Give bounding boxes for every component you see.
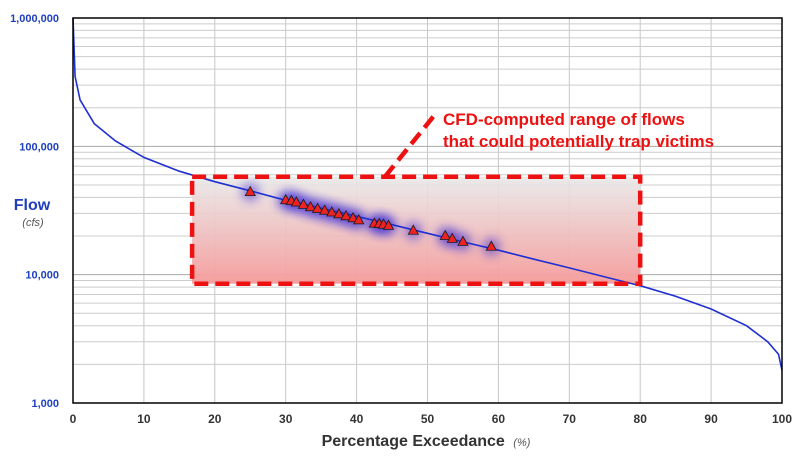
x-tick-label: 30 [279,412,293,426]
triangle-marker [485,240,497,251]
plot-border [72,17,783,404]
triangle-marker [319,204,331,215]
triangle-marker [304,200,317,212]
triangle-marker [382,219,395,230]
x-tick-label: 50 [421,412,435,426]
x-axis-label: Percentage Exceedance [322,433,505,450]
flow-duration-curve [72,17,783,371]
x-tick-label: 100 [772,412,792,426]
x-tick-label: 60 [492,412,506,426]
triangle-marker [407,224,419,235]
y-tick-labels: 1,000 10,000 100,000 1,000,000 [10,13,59,410]
y-tick-label: 1,000,000 [10,13,59,25]
triangle-marker [311,202,324,213]
x-axis-title: Percentage Exceedance (%) [322,433,531,450]
y-axis-unit: (cfs) [22,217,44,229]
annotation-callout-line [383,110,439,179]
triangle-marker [446,232,458,243]
annotation-line-2: that could potentially trap victims [443,132,714,151]
y-tick-label: 10,000 [25,270,59,282]
triangle-marker [290,196,303,207]
triangle-marker [439,229,451,240]
triangle-marker [457,235,469,246]
y-tick-label: 1,000 [31,398,59,410]
x-tick-label: 20 [208,412,222,426]
triangle-marker [297,198,310,209]
x-tick-labels: 0 10 20 30 40 50 60 70 80 90 100 [70,412,793,426]
triangle-marker [347,211,359,223]
y-axis-label: Flow [14,197,51,214]
triangle-marker [353,214,365,225]
x-tick-label: 0 [70,412,77,426]
y-tick-label: 100,000 [19,141,59,153]
triangle-marker [333,208,345,219]
highlight-box-border [189,174,643,286]
x-tick-label: 70 [563,412,577,426]
x-tick-label: 80 [634,412,648,426]
x-axis-unit: (%) [513,437,530,449]
x-tick-label: 10 [137,412,151,426]
x-tick-label: 40 [350,412,364,426]
triangle-marker [326,206,338,217]
marker-group [244,185,497,251]
triangle-marker [244,185,256,196]
x-tick-label: 90 [704,412,718,426]
annotation-line-1: CFD-computed range of flows [443,110,685,129]
triangle-marker [340,209,352,221]
